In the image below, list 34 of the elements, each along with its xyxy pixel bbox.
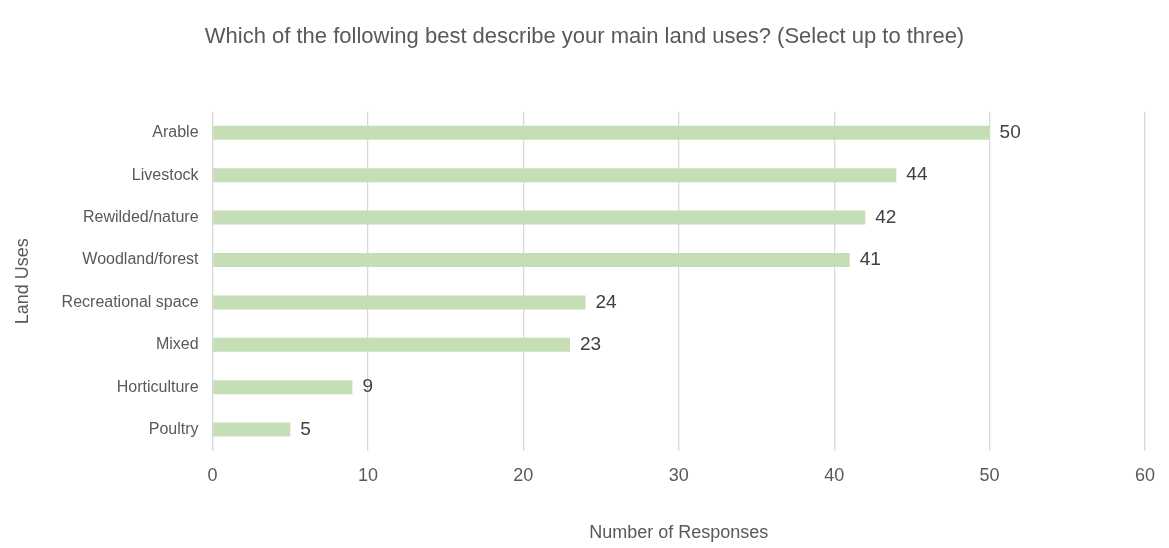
bar <box>213 295 586 310</box>
y-tick-label: Recreational space <box>61 292 199 310</box>
x-tick-label: 30 <box>668 464 689 485</box>
x-tick-label: 40 <box>824 464 845 485</box>
bar <box>213 253 850 267</box>
data-label: 23 <box>580 333 602 355</box>
x-tick-label: 10 <box>357 464 378 485</box>
bar <box>213 337 570 352</box>
data-label: 24 <box>595 290 618 312</box>
data-label: 9 <box>362 375 374 397</box>
data-label: 41 <box>859 248 881 270</box>
bar <box>213 210 866 225</box>
x-tick-label: 20 <box>513 464 534 485</box>
x-tick-label: 0 <box>207 464 218 485</box>
y-tick-label: Rewilded/nature <box>82 208 199 226</box>
data-label: 44 <box>906 163 928 185</box>
data-label: 50 <box>999 121 1021 143</box>
y-tick-label: Livestock <box>131 165 200 183</box>
y-tick-label: Woodland/forest <box>82 250 200 268</box>
y-tick-label: Horticulture <box>116 377 199 395</box>
bar <box>213 380 353 395</box>
chart-title: Which of the following best describe your main land uses? (Select up to three) <box>203 22 966 50</box>
y-axis-title: Land Uses <box>11 238 32 325</box>
x-tick-label: 60 <box>1134 464 1155 485</box>
data-label: 42 <box>875 205 897 227</box>
x-axis-title: Number of Responses <box>589 522 769 543</box>
bar <box>213 125 990 140</box>
y-tick-label: Arable <box>152 123 199 141</box>
y-tick-label: Mixed <box>155 335 199 353</box>
y-tick-label: Poultry <box>148 420 199 438</box>
bar <box>213 168 897 183</box>
bar <box>213 422 291 437</box>
x-tick-label: 50 <box>979 464 1000 485</box>
data-label: 5 <box>300 417 311 439</box>
